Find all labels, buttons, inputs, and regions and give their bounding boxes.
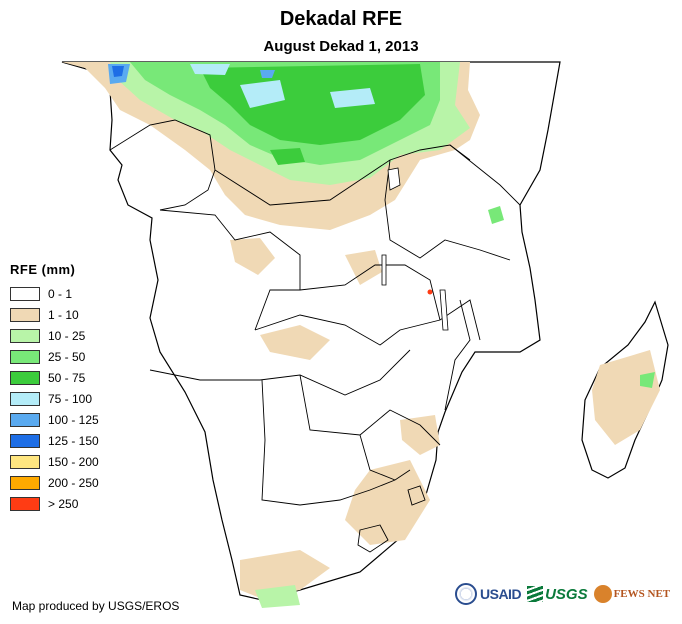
legend-label: 25 - 50 xyxy=(48,349,86,364)
legend-item: 100 - 125 xyxy=(10,410,99,431)
legend: RFE (mm) 0 - 1 1 - 10 10 - 25 25 - 50 50… xyxy=(10,262,99,515)
legend-item: 0 - 1 xyxy=(10,283,99,304)
legend-swatch xyxy=(10,328,40,343)
legend-swatch xyxy=(10,286,40,301)
usgs-mark-icon xyxy=(527,586,544,602)
legend-swatch xyxy=(10,455,40,470)
legend-item: 150 - 200 xyxy=(10,452,99,473)
fews-globe-icon xyxy=(593,585,612,603)
rainfall-map xyxy=(61,61,669,608)
legend-swatch xyxy=(10,434,40,449)
legend-swatch xyxy=(10,413,40,428)
legend-item: 75 - 100 xyxy=(10,388,99,409)
legend-label: 0 - 1 xyxy=(48,286,73,301)
country-borders xyxy=(109,119,521,553)
map-credit: Map produced by USGS/EROS xyxy=(12,599,180,613)
usaid-logo-text: USAID xyxy=(480,586,522,602)
legend-label: 1 - 10 xyxy=(48,307,79,322)
legend-item: 1 - 10 xyxy=(10,304,99,325)
fews-net-logo: FEWS NET xyxy=(593,585,671,603)
legend-swatch xyxy=(10,497,40,512)
legend-label: 10 - 25 xyxy=(48,328,86,343)
map-subtitle: August Dekad 1, 2013 xyxy=(263,38,419,55)
legend-label: > 250 xyxy=(48,497,79,512)
legend-swatch xyxy=(10,370,40,385)
legend-title: RFE (mm) xyxy=(10,262,76,277)
lakes xyxy=(381,167,449,331)
legend-swatch xyxy=(10,476,40,491)
legend-label: 125 - 150 xyxy=(48,434,99,449)
rainfall-100-150 xyxy=(108,64,275,84)
legend-label: 100 - 125 xyxy=(48,413,99,428)
legend-swatch xyxy=(10,392,40,407)
legend-item: 125 - 150 xyxy=(10,431,99,452)
usaid-seal-icon xyxy=(455,583,477,605)
legend-swatch xyxy=(10,307,40,322)
legend-label: 50 - 75 xyxy=(48,370,86,385)
legend-item: 25 - 50 xyxy=(10,346,99,367)
rainfall-75-100 xyxy=(190,64,375,108)
usgs-logo: USGS xyxy=(527,586,588,603)
logo-strip: USAID USGS FEWS NET xyxy=(455,583,670,605)
legend-item: 10 - 25 xyxy=(10,325,99,346)
map-title: Dekadal RFE xyxy=(279,8,403,30)
legend-label: 75 - 100 xyxy=(48,392,93,407)
rainfall-max-spot xyxy=(427,289,433,295)
legend-label: 200 - 250 xyxy=(48,476,99,491)
fews-logo-text: FEWS NET xyxy=(613,588,671,600)
legend-label: 150 - 200 xyxy=(48,455,99,470)
legend-item: 200 - 250 xyxy=(10,473,99,494)
legend-item: 50 - 75 xyxy=(10,367,99,388)
legend-swatch xyxy=(10,349,40,364)
legend-item: > 250 xyxy=(10,494,99,515)
usgs-logo-text: USGS xyxy=(545,585,588,603)
usaid-logo: USAID xyxy=(455,583,522,605)
